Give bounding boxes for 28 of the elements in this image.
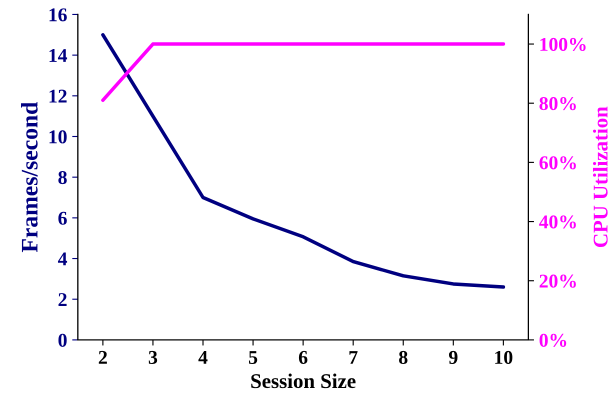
y2-tick-label: 60% <box>539 156 576 170</box>
x-tick-label: 2 <box>98 350 107 364</box>
y-tick-label: 14 <box>50 49 68 62</box>
line-series <box>101 33 506 289</box>
y-tick-label: 6 <box>58 212 67 225</box>
y2-tick-label: 40% <box>539 215 576 229</box>
x-tick-label: 5 <box>248 351 258 364</box>
y-tick-label: 8 <box>58 170 67 184</box>
x-tick-label: 8 <box>399 350 408 364</box>
y2-axis-title: CPU Utilization <box>592 106 608 248</box>
y2-tick-label: 100% <box>540 38 586 52</box>
y-tick-label: 0 <box>58 334 67 347</box>
x-tick-label: 6 <box>298 350 308 364</box>
y-axis-title: Frames/second <box>21 102 38 252</box>
y-tick-label: 12 <box>50 90 67 103</box>
x-tick-label: 3 <box>148 350 158 364</box>
y2-tick-label: 80% <box>539 97 576 110</box>
x-tick-label: 10 <box>495 350 512 364</box>
x-tick-label: 7 <box>349 351 358 364</box>
x-tick-label: 9 <box>448 350 458 364</box>
y-tick-label: 10 <box>50 130 67 144</box>
y2-tick-label: 0% <box>540 334 566 347</box>
y-tick-label: 4 <box>58 252 68 266</box>
y2-tick-label: 20% <box>540 274 576 288</box>
y-tick-label: 2 <box>58 293 67 306</box>
x-tick-label: 4 <box>198 351 208 364</box>
y-tick-label: 16 <box>50 8 67 22</box>
x-axis-title: Session Size <box>251 374 356 388</box>
